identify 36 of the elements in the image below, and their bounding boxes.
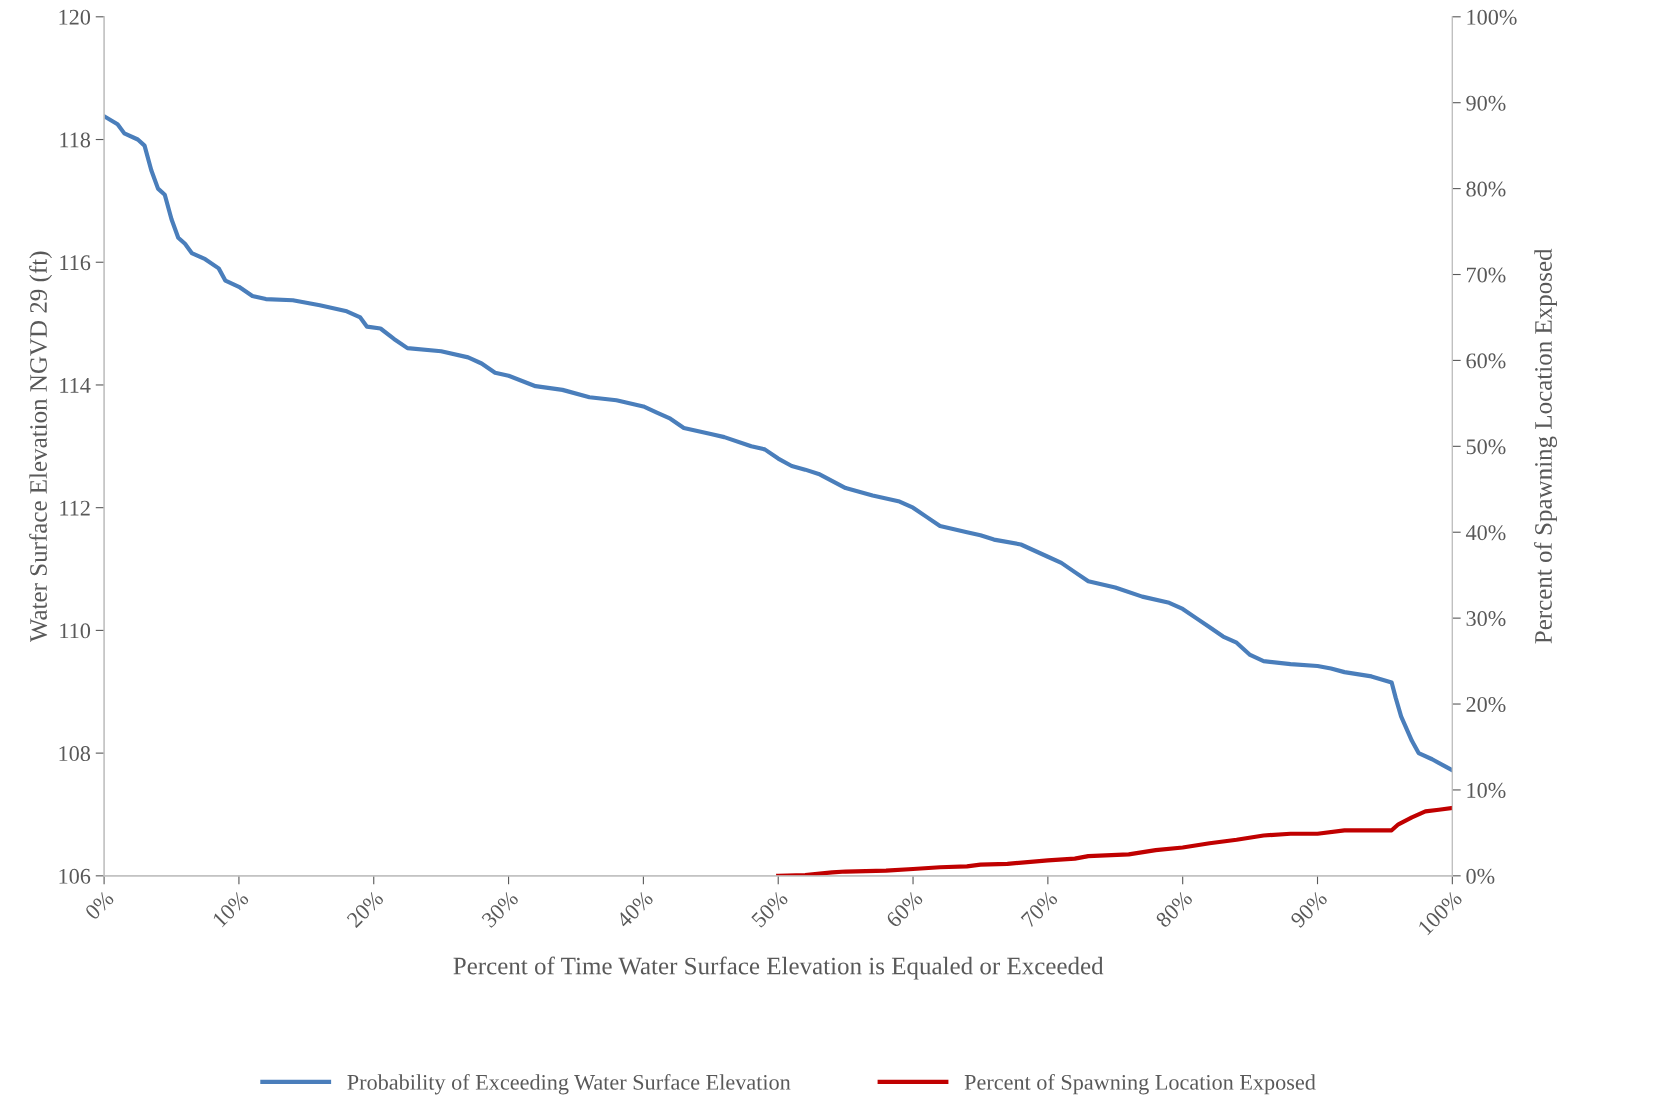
y-tick-label: 108 (59, 746, 91, 762)
line-series (104, 114, 1453, 773)
y-tick-label: 110 (60, 623, 91, 639)
y2-tick-label: 50% (1466, 439, 1506, 455)
y2-tick-label: 80% (1466, 181, 1506, 197)
x-tick-label: 90% (1289, 890, 1329, 929)
y2-tick-label: 10% (1467, 782, 1506, 798)
y-tick-label: 116 (60, 255, 91, 271)
y2-axis-title: Percent of Spawning Location Exposed (1534, 248, 1558, 644)
x-tick-label: 30% (480, 890, 520, 929)
y-tick-label: 106 (59, 868, 91, 884)
x-tick-label: 10% (211, 890, 250, 928)
y2-tick-label: 30% (1466, 611, 1506, 627)
x-tick-label: 60% (885, 890, 924, 929)
y2-tick-label: 60% (1466, 353, 1506, 369)
line-series (776, 805, 1453, 876)
y2-tick-label: 90% (1466, 95, 1506, 111)
y-tick-label: 118 (60, 132, 91, 148)
y2-tick-label: 20% (1466, 696, 1506, 713)
x-tick-label: 40% (615, 890, 654, 929)
y2-tick-label: 70% (1466, 267, 1506, 283)
y-tick-label: 114 (60, 378, 91, 393)
legend-label: Percent of Spawning Location Exposed (964, 1073, 1316, 1095)
y2-tick-label: 100% (1467, 9, 1517, 25)
x-tick-label: 80% (1154, 890, 1194, 929)
y2-tick-label: 40% (1465, 525, 1506, 541)
legend-label: Probability of Exceeding Water Surface Elevation (347, 1073, 791, 1095)
x-tick-label: 70% (1020, 890, 1059, 928)
y-tick-label: 120 (59, 9, 91, 25)
x-tick-label: 20% (346, 890, 385, 929)
x-axis-title: Percent of Time Water Surface Elevation is Equaled or Exceeded (453, 956, 1104, 980)
y2-tick-label: 0% (1466, 868, 1495, 884)
x-tick-label: 0% (84, 890, 115, 921)
y-tick-label: 112 (60, 500, 90, 516)
y-axis-title: Water Surface Elevation NGVD 29 (ft) (29, 251, 53, 643)
x-tick-label: 50% (750, 890, 789, 929)
